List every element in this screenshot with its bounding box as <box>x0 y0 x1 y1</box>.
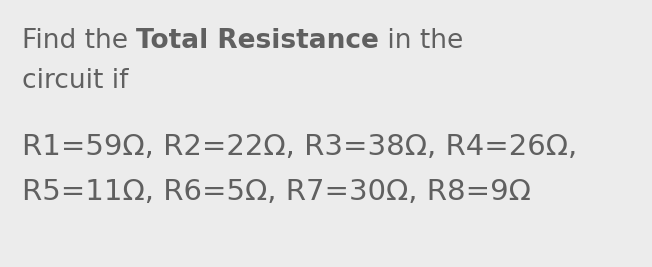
Text: in the: in the <box>379 28 464 54</box>
Text: circuit if: circuit if <box>22 68 128 94</box>
Text: Find the: Find the <box>22 28 136 54</box>
Text: R1=59Ω, R2=22Ω, R3=38Ω, R4=26Ω,: R1=59Ω, R2=22Ω, R3=38Ω, R4=26Ω, <box>22 133 577 161</box>
Text: R5=11Ω, R6=5Ω, R7=30Ω, R8=9Ω: R5=11Ω, R6=5Ω, R7=30Ω, R8=9Ω <box>22 178 531 206</box>
Text: Total Resistance: Total Resistance <box>136 28 379 54</box>
